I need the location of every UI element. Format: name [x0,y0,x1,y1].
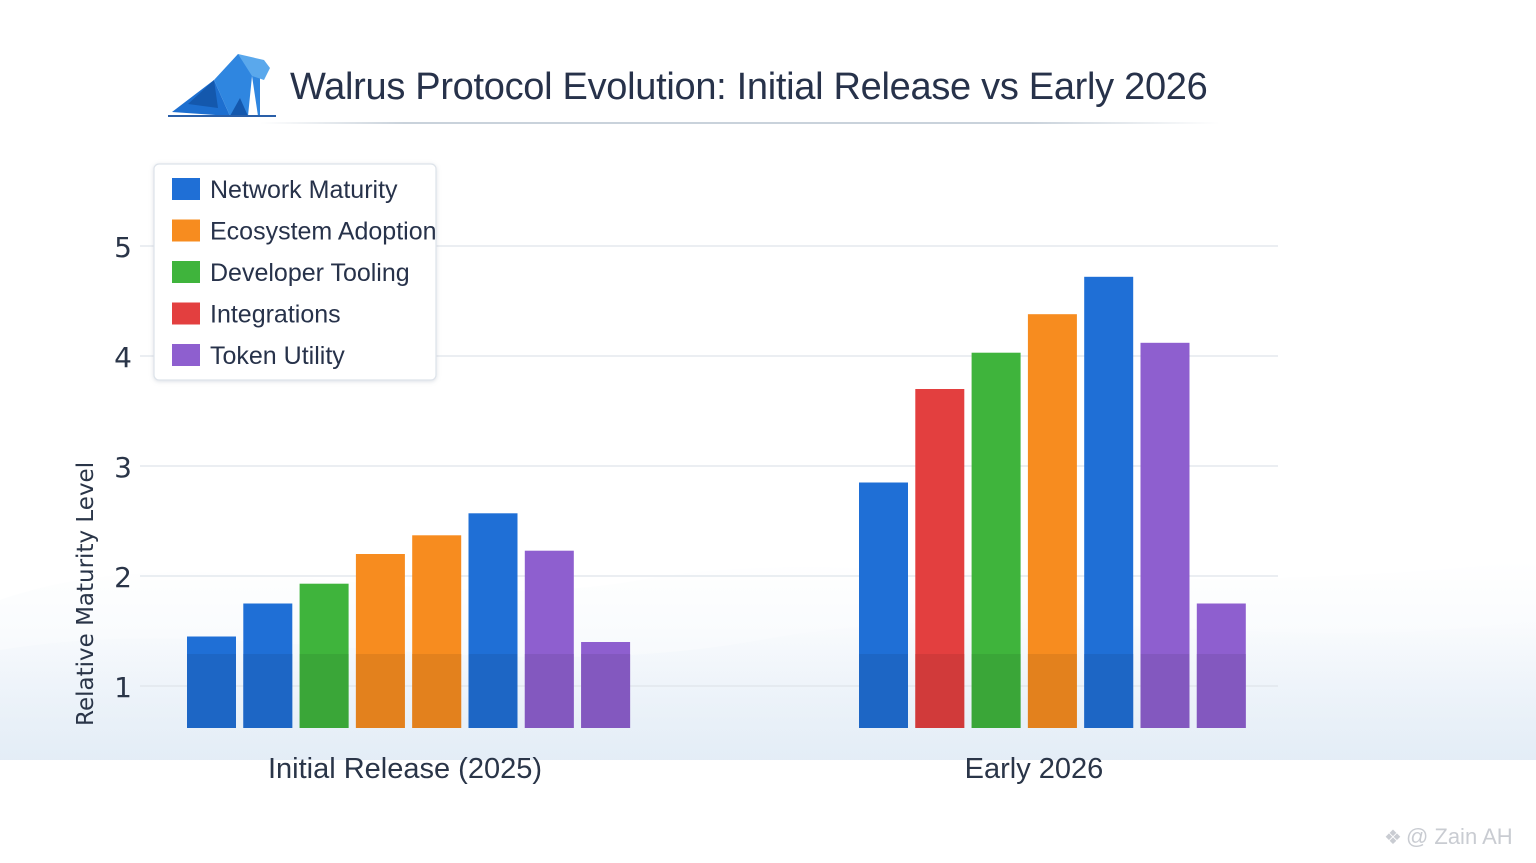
x-axis-labels: Initial Release (2025) Early 2026 [268,753,1103,785]
y-tick-label: 1 [114,671,132,704]
bar-shade [243,654,293,728]
legend-label: Token Utility [210,342,345,370]
bar-shade [1140,654,1190,728]
legend-swatch [172,219,200,242]
bar-shade [1196,654,1246,728]
bar-shade [1027,654,1077,728]
bar-shade [524,654,574,728]
watermark-text: @ Zain AH [1405,824,1513,849]
y-tick-label: 4 [114,341,132,374]
binance-icon: ❖ [1384,827,1402,849]
legend-swatch [172,302,200,325]
bar-shade [971,654,1021,728]
bar-shade [299,654,349,728]
bar-network-maturity [1084,276,1134,728]
x-category-label: Initial Release (2025) [268,753,542,785]
y-axis-label: Relative Maturity Level [73,462,99,726]
legend [153,163,437,381]
legend-swatch [172,261,200,283]
bar-shade [468,654,518,728]
y-tick-label: 3 [114,451,132,484]
walrus-logo-icon [168,54,276,117]
chart-title: Walrus Protocol Evolution: Initial Relea… [290,66,1208,108]
watermark: ❖ @ Zain AH [1384,824,1513,850]
bars [187,276,1246,728]
legend-label: Network Maturity [210,176,398,204]
legend-label: Developer Tooling [210,259,410,287]
bar-shade [859,654,908,728]
bar-shade [581,654,631,728]
bar-shade [1084,654,1134,728]
bar-shade [915,654,965,728]
bar-shade [412,654,462,728]
bar-shade [355,654,405,728]
x-category-label: Early 2026 [965,753,1104,785]
legend-label: Ecosystem Adoption [210,218,437,246]
legend-swatch [172,344,200,366]
y-axis-ticks: 1 2 3 4 5 [114,231,132,704]
legend-swatch [172,178,200,200]
bar-shade [187,654,236,728]
title-divider [260,122,1220,124]
legend-label: Integrations [210,301,341,329]
y-tick-label: 5 [114,231,132,264]
legend-items: Network Maturity Ecosystem Adoption Develo… [172,176,437,370]
y-tick-label: 2 [114,561,132,594]
